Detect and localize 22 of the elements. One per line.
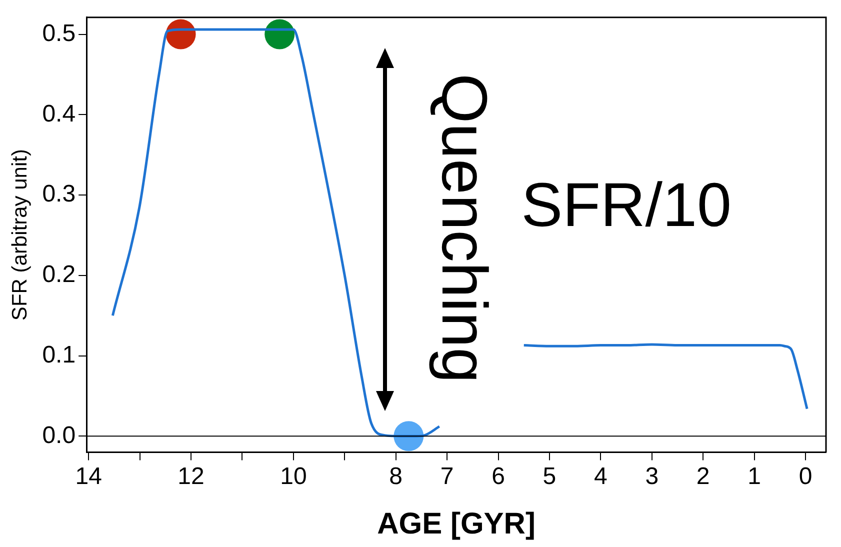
x-tick-label: 0 [798,463,812,490]
x-tick-label: 12 [178,463,204,490]
x-tick-label: 7 [440,463,454,490]
x-tick-label: 10 [280,463,307,490]
x-tick-label: 4 [594,463,608,490]
y-tick-label: 0.2 [42,261,76,288]
x-axis-title: AGE [GYR] [377,507,536,540]
x-tick-label: 3 [645,463,659,490]
x-tick-label: 2 [696,463,710,490]
y-tick-label: 0.3 [42,180,76,208]
x-tick-label: 14 [75,463,102,490]
y-axis-title: SFR (arbitray unit) [8,149,32,321]
x-tick-label: 8 [389,463,403,490]
y-tick-label: 0.0 [42,422,76,449]
y-tick-label: 0.1 [42,341,76,368]
x-tick-label: 6 [492,463,505,490]
annotation: Quenching [428,73,500,384]
x-tick-label: 1 [748,463,761,490]
y-tick-label: 0.4 [42,100,76,128]
y-tick-label: 0.5 [42,20,76,47]
x-tick-label: 5 [542,463,556,490]
annotation: SFR/10 [521,170,732,240]
